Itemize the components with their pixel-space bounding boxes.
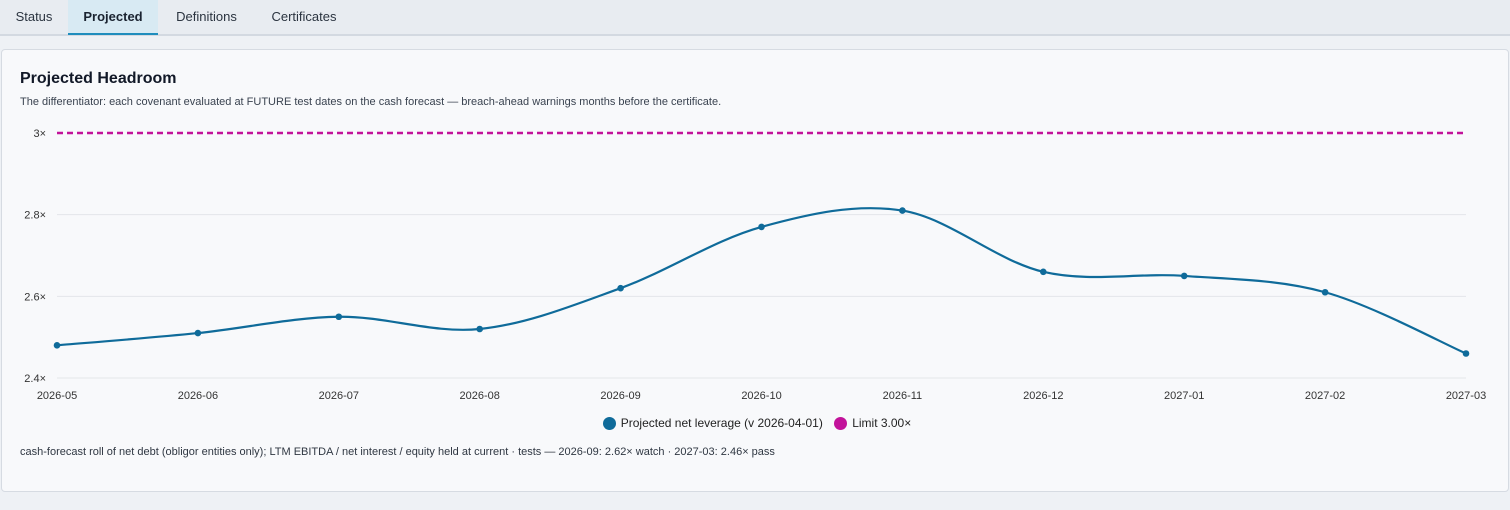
projected-leverage-point [476,325,484,333]
x-tick-label: 2026-11 [883,390,923,402]
projected-leverage-point [899,207,906,214]
projected-leverage-point [1321,288,1329,296]
y-tick-label: 2.6× [24,291,46,303]
projected-leverage-point [758,223,765,231]
projected-leverage-point [335,313,343,321]
y-tick-label: 2.8× [24,210,46,222]
projected-leverage-point [617,284,624,292]
tab-certificates[interactable]: Certificates [271,9,337,24]
projected-leverage-point [1040,268,1047,276]
projected-leverage-point [1180,272,1188,280]
projected-leverage-point [194,329,202,337]
x-tick-label: 2026-07 [319,390,359,402]
legend-swatch-projected [602,416,616,430]
projected-leverage-point [1462,350,1470,357]
tab-definitions[interactable]: Definitions [176,9,237,24]
card-title: Projected Headroom [20,70,177,87]
projected-leverage-point [53,342,61,349]
legend-item-limit[interactable]: Limit 3.00× [834,416,911,430]
x-tick-label: 2026-06 [178,390,218,402]
legend-swatch-limit [834,416,848,430]
tab-bar: Status Projected Definitions Certificate… [0,0,1510,36]
legend-label-limit: Limit 3.00× [852,416,912,430]
x-tick-label: 2027-01 [1164,390,1204,402]
x-tick-label: 2027-03 [1446,390,1486,402]
x-tick-label: 2026-05 [37,390,77,402]
projected-headroom-card: Projected Headroom The differentiator: e… [1,49,1509,492]
chart-footnote: cash-forecast roll of net debt (obligor … [20,446,775,458]
legend-label-projected: Projected net leverage (v 2026-04-01) [620,416,823,430]
tab-status[interactable]: Status [15,9,53,24]
x-tick-label: 2026-08 [460,390,500,402]
chart-legend: Projected net leverage (v 2026-04-01) Li… [2,416,1510,433]
x-tick-label: 2026-09 [600,390,640,402]
y-tick-label: 3× [33,128,46,140]
x-tick-label: 2026-12 [1023,390,1063,402]
legend-item-projected[interactable]: Projected net leverage (v 2026-04-01) [602,416,823,430]
x-tick-label: 2027-02 [1305,390,1345,402]
card-subtitle: The differentiator: each covenant evalua… [20,96,722,108]
y-tick-label: 2.4× [24,373,46,385]
projected-leverage-chart: 2.4× 2.6× 2.8× 3× 2026-05 2026-06 2026-07 2026-… [24,128,1486,402]
tab-projected[interactable]: Projected [68,0,158,35]
x-tick-label: 2026-10 [741,390,781,402]
